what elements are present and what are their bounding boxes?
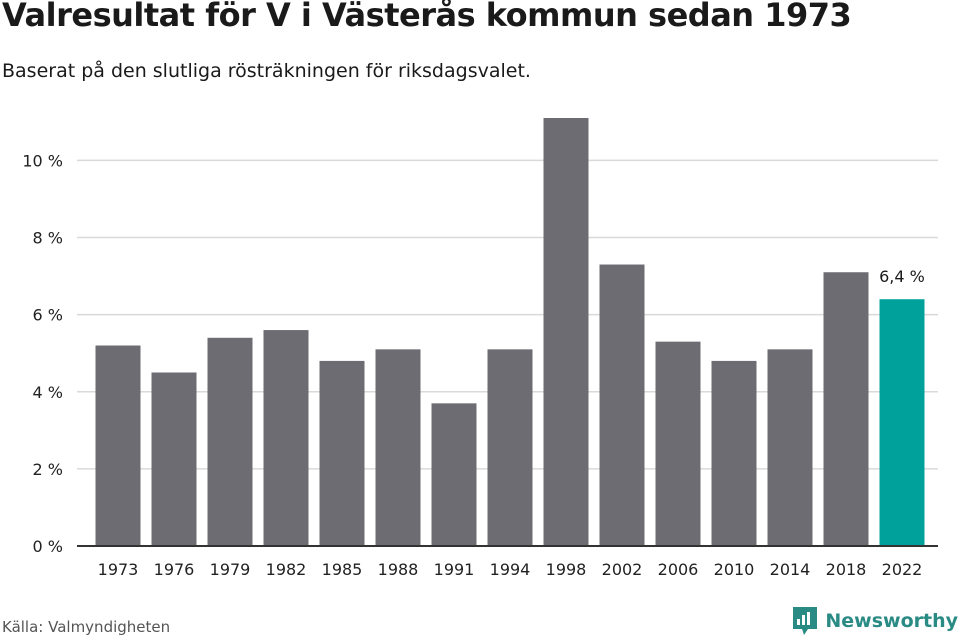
x-tick-label: 1979	[210, 560, 251, 579]
source-note: Källa: Valmyndigheten	[2, 618, 171, 636]
x-tick-label: 1982	[266, 560, 307, 579]
x-tick-label: 1991	[434, 560, 475, 579]
y-tick-label: 0 %	[33, 537, 63, 556]
bar	[431, 403, 477, 546]
bar	[599, 264, 645, 546]
x-tick-label: 2010	[714, 560, 755, 579]
y-tick-label: 2 %	[33, 460, 63, 479]
bar	[711, 360, 757, 546]
x-tick-label: 2022	[882, 560, 923, 579]
bar	[95, 345, 141, 546]
bar-chart: 0 % 2 % 4 % 6 % 8 % 10 % 1973 1976 1979 1982 1985 1…	[22, 118, 938, 579]
y-tick-label: 8 %	[33, 229, 63, 248]
y-tick-label: 4 %	[33, 383, 63, 402]
newsworthy-logo-icon	[793, 607, 818, 635]
y-tick-label: 6 %	[33, 306, 63, 325]
x-tick-label: 2014	[770, 560, 811, 579]
chart-subtitle: Baserat på den slutliga rösträkningen fö…	[2, 60, 531, 82]
bar	[263, 330, 309, 546]
chart-title: Valresultat för V i Västerås kommun seda…	[2, 0, 852, 34]
bar	[879, 299, 925, 546]
brand-name: Newsworthy	[825, 610, 958, 632]
bar	[487, 349, 533, 546]
bar	[375, 349, 421, 546]
x-tick-label: 1998	[546, 560, 587, 579]
brand-logo: Newsworthy	[791, 605, 958, 637]
x-tick-label: 1994	[490, 560, 531, 579]
x-tick-label: 1985	[322, 560, 363, 579]
bar	[823, 272, 869, 546]
data-label: 6,4 %	[879, 267, 925, 286]
bar	[151, 372, 197, 546]
x-tick-label: 2018	[826, 560, 867, 579]
x-tick-label: 1976	[154, 560, 195, 579]
bar	[655, 341, 701, 546]
bar	[543, 118, 589, 546]
bar	[319, 360, 365, 546]
y-tick-label: 10 %	[22, 151, 63, 170]
bar	[207, 337, 253, 546]
x-tick-label: 2002	[602, 560, 643, 579]
bar	[767, 349, 813, 546]
x-tick-label: 1973	[98, 560, 139, 579]
x-tick-label: 2006	[658, 560, 699, 579]
x-tick-label: 1988	[378, 560, 419, 579]
